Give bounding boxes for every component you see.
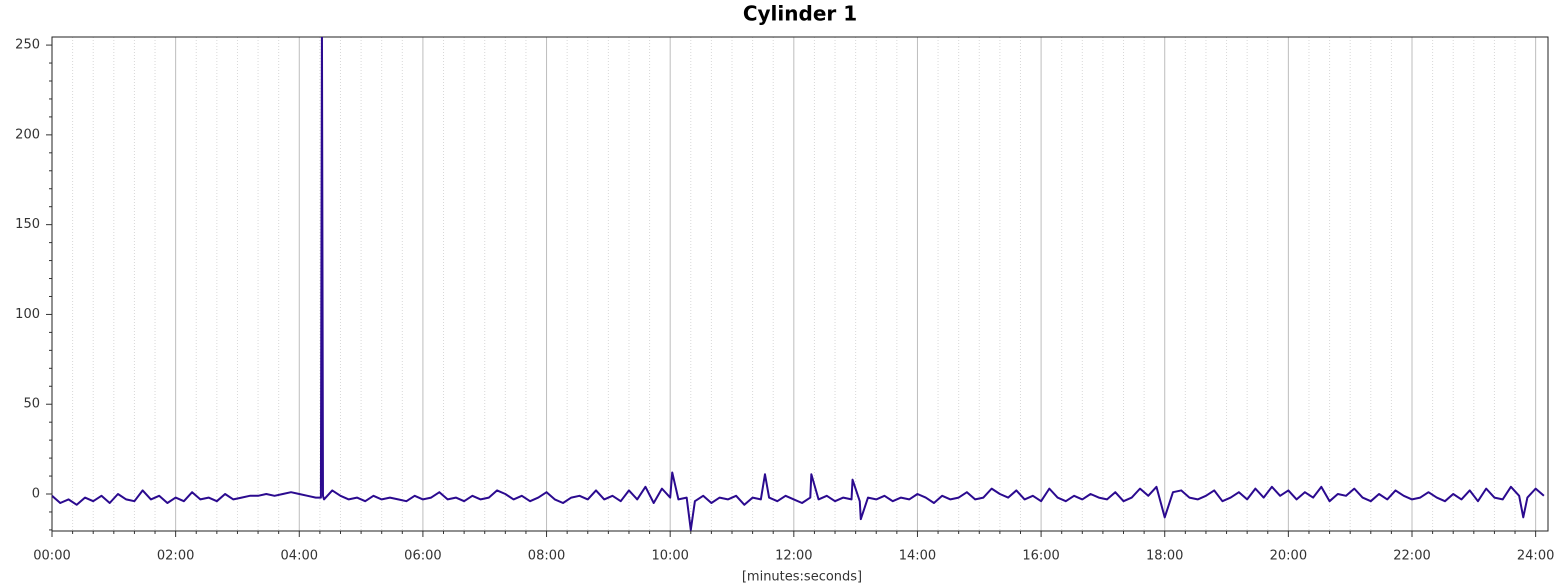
y-tick-label: 250 xyxy=(15,38,40,53)
x-axis-label: [minutes:seconds] xyxy=(742,570,862,585)
y-tick-label: 200 xyxy=(15,127,40,142)
x-tick-label: 14:00 xyxy=(899,549,936,564)
chart-title: Cylinder 1 xyxy=(743,2,857,26)
data-line xyxy=(52,37,1545,531)
y-tick-label: 50 xyxy=(23,397,40,412)
y-tick-label: 150 xyxy=(15,217,40,232)
y-tick-label: 0 xyxy=(32,487,40,502)
x-tick-label: 24:00 xyxy=(1517,549,1554,564)
x-tick-label: 16:00 xyxy=(1022,549,1059,564)
x-tick-label: 20:00 xyxy=(1270,549,1307,564)
x-tick-label: 22:00 xyxy=(1393,549,1430,564)
plot-frame xyxy=(51,36,1549,532)
x-tick-label: 02:00 xyxy=(157,549,194,564)
x-tick-label: 08:00 xyxy=(528,549,565,564)
x-tick-label: 12:00 xyxy=(775,549,812,564)
x-tick-label: 00:00 xyxy=(33,549,70,564)
x-tick-label: 06:00 xyxy=(404,549,441,564)
y-tick-label: 100 xyxy=(15,307,40,322)
x-tick-label: 04:00 xyxy=(281,549,318,564)
x-tick-label: 18:00 xyxy=(1146,549,1183,564)
x-tick-label: 10:00 xyxy=(651,549,688,564)
